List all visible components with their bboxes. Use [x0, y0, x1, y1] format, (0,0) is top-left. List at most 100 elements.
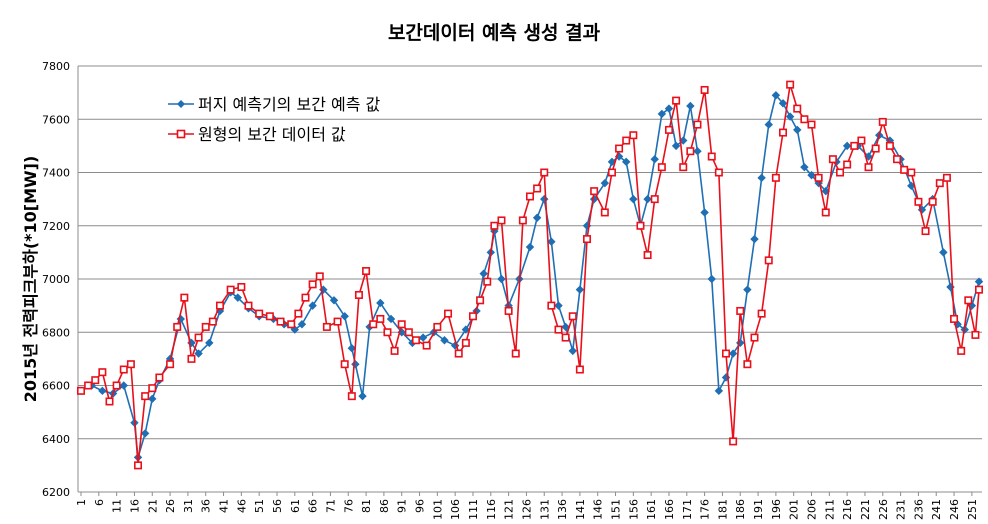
series-line-1: [80, 93, 980, 458]
data-point: [686, 147, 695, 156]
x-tick-label: 191: [752, 499, 765, 520]
legend-marker-2: [176, 129, 186, 139]
x-tick-label: 16: [128, 499, 141, 513]
data-point: [418, 333, 428, 342]
data-point: [422, 341, 431, 350]
data-point: [411, 336, 420, 345]
data-point: [607, 157, 617, 167]
data-point: [476, 296, 485, 305]
data-point: [105, 397, 114, 406]
y-tick-label: 6200: [42, 486, 70, 499]
data-point: [679, 163, 688, 172]
data-point: [532, 213, 542, 222]
data-point: [98, 386, 107, 396]
data-point: [928, 197, 937, 206]
data-point: [600, 178, 610, 188]
x-tick-label: 76: [342, 499, 355, 513]
data-point: [444, 309, 453, 318]
data-point: [233, 293, 243, 302]
data-point: [871, 144, 880, 153]
data-point: [743, 360, 752, 369]
x-tick-label: 71: [324, 499, 337, 513]
data-point: [215, 301, 224, 310]
x-tick-label: 131: [538, 499, 551, 520]
data-point: [700, 208, 709, 217]
data-point: [84, 381, 93, 390]
data-point: [354, 290, 363, 299]
data-point: [622, 157, 631, 167]
data-point: [885, 141, 894, 150]
x-tick-label: 161: [645, 499, 658, 520]
data-point: [547, 301, 556, 310]
data-point: [821, 208, 830, 217]
x-tick-label: 251: [966, 499, 979, 520]
data-point: [771, 91, 781, 100]
data-point: [187, 354, 196, 363]
x-tick-label: 246: [948, 499, 961, 520]
data-point: [907, 168, 916, 177]
data-point: [333, 317, 342, 326]
data-point: [468, 312, 477, 321]
data-point: [750, 333, 759, 342]
x-tick-label: 86: [378, 499, 391, 513]
data-point: [650, 154, 659, 164]
data-point: [743, 285, 752, 294]
data-point: [140, 429, 150, 438]
data-point: [800, 162, 809, 172]
x-tick-label: 221: [859, 499, 872, 520]
x-tick-label: 166: [663, 499, 676, 520]
data-point: [864, 163, 873, 172]
data-point: [764, 120, 773, 129]
data-point: [540, 168, 549, 177]
x-tick-label: 36: [200, 499, 213, 513]
data-point: [729, 437, 738, 446]
data-point: [561, 333, 570, 342]
x-tick-label: 31: [182, 499, 195, 513]
data-point: [561, 322, 570, 332]
x-tick-label: 106: [449, 499, 462, 520]
data-point: [351, 359, 360, 369]
data-point: [518, 216, 527, 225]
data-point: [607, 168, 616, 177]
data-point: [575, 285, 585, 294]
data-point: [226, 285, 235, 294]
data-point: [575, 365, 584, 374]
data-point: [497, 216, 506, 225]
data-point: [255, 309, 264, 318]
data-point: [615, 144, 624, 153]
data-point: [390, 346, 399, 355]
data-point: [843, 160, 852, 169]
data-point: [237, 282, 246, 291]
data-point: [828, 155, 837, 164]
data-point: [376, 314, 385, 323]
data-point: [974, 277, 984, 286]
data-point: [622, 136, 631, 145]
data-point: [629, 131, 638, 140]
data-point: [440, 336, 449, 345]
data-point: [504, 306, 513, 315]
y-tick-label: 6800: [42, 326, 70, 339]
data-point: [636, 221, 645, 230]
data-point: [764, 256, 773, 265]
x-tick-label: 101: [431, 499, 444, 520]
x-tick-label: 111: [467, 499, 480, 520]
x-tick-label: 216: [841, 499, 854, 520]
x-tick-label: 211: [823, 499, 836, 520]
data-point: [433, 322, 442, 331]
x-tick-label: 156: [627, 499, 640, 520]
data-point: [166, 360, 175, 369]
x-tick-label: 176: [699, 499, 712, 520]
x-tick-label: 126: [520, 499, 533, 520]
y-tick-label: 6400: [42, 433, 70, 446]
data-point: [672, 96, 681, 105]
legend-marker-1: [177, 100, 185, 108]
data-point: [921, 227, 930, 236]
data-point: [454, 349, 463, 358]
x-tick-label: 151: [610, 499, 623, 520]
data-point: [814, 173, 823, 182]
data-point: [134, 461, 143, 470]
data-point: [942, 173, 951, 182]
data-point: [957, 346, 966, 355]
